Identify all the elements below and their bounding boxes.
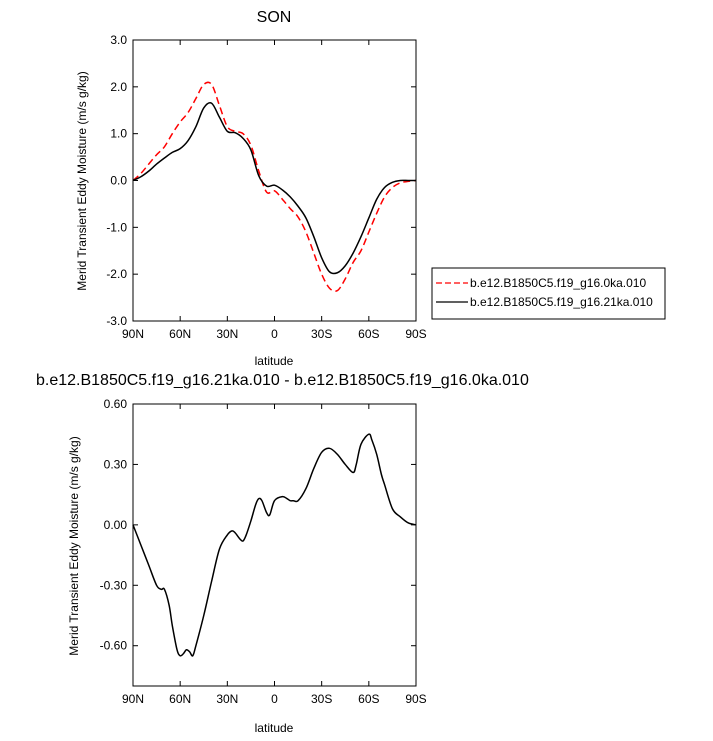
bottom-plot-frame (132, 403, 417, 687)
top-y-tick-label: -3.0 (106, 314, 127, 328)
bottom-series-line-0 (132, 433, 417, 657)
bottom-panel: b.e12.B1850C5.f19_g16.21ka.010 - b.e12.B… (36, 372, 529, 735)
top-x-axis-label: latitude (255, 354, 294, 368)
bottom-x-axis-label: latitude (255, 721, 294, 735)
top-axis-ticks: 90N 60N 30N 0 30S 60S 90S 3.0 2.0 1.0 0.0 -1.0 -2.0 -… (106, 33, 426, 341)
top-chart-title: SON (257, 9, 292, 26)
bottom-y-tick-label: 0.30 (104, 457, 128, 471)
bottom-series-group (132, 433, 417, 657)
top-series-group (132, 81, 417, 292)
top-y-tick-label: -1.0 (106, 220, 127, 234)
bottom-y-axis-label: Merid Transient Eddy Moisture (m/s g/kg) (67, 436, 81, 655)
bottom-axis-ticks: 90N 60N 30N 0 30S 60S 90S 0.60 0.30 0.00 -0.30 -0.6… (100, 397, 427, 706)
top-x-tick-label: 30S (311, 327, 332, 341)
legend-box (431, 267, 666, 320)
bottom-x-tick-label: 60N (169, 692, 191, 706)
bottom-y-tick-label: 0.00 (104, 518, 128, 532)
bottom-x-tick-label: 0 (271, 692, 278, 706)
bottom-x-tick-label: 90S (405, 692, 426, 706)
top-series-line-1 (132, 101, 416, 275)
legend: b.e12.B1850C5.f19_g16.0ka.010 b.e12.B185… (431, 267, 666, 320)
top-series-line-0 (132, 81, 417, 292)
top-x-tick-label: 60S (358, 327, 379, 341)
bottom-x-tick-label: 60S (358, 692, 379, 706)
top-x-tick-label: 30N (216, 327, 238, 341)
top-y-tick-label: 1.0 (110, 127, 127, 141)
bottom-x-tick-label: 30S (311, 692, 332, 706)
top-y-tick-label: -2.0 (106, 267, 127, 281)
bottom-y-tick-label: -0.30 (100, 578, 128, 592)
bottom-y-tick-label: 0.60 (104, 397, 128, 411)
top-x-tick-label: 0 (271, 327, 278, 341)
bottom-chart-title: b.e12.B1850C5.f19_g16.21ka.010 - b.e12.B… (36, 372, 529, 389)
top-y-tick-label: 0.0 (110, 174, 127, 188)
top-x-tick-label: 90N (122, 327, 144, 341)
bottom-x-tick-label: 30N (216, 692, 238, 706)
bottom-x-tick-label: 90N (122, 692, 144, 706)
top-x-tick-label: 60N (169, 327, 191, 341)
legend-label-21ka: b.e12.B1850C5.f19_g16.21ka.010 (470, 295, 653, 309)
top-x-tick-label: 90S (405, 327, 426, 341)
bottom-y-tick-label: -0.60 (100, 639, 128, 653)
top-y-tick-label: 3.0 (110, 33, 127, 47)
legend-label-0ka: b.e12.B1850C5.f19_g16.0ka.010 (470, 276, 646, 290)
top-panel: SON Merid Transient Eddy Moisture (m/s g… (75, 9, 427, 368)
top-y-axis-label: Merid Transient Eddy Moisture (m/s g/kg) (75, 71, 89, 290)
top-plot-frame (132, 39, 417, 322)
top-y-tick-label: 2.0 (110, 80, 127, 94)
